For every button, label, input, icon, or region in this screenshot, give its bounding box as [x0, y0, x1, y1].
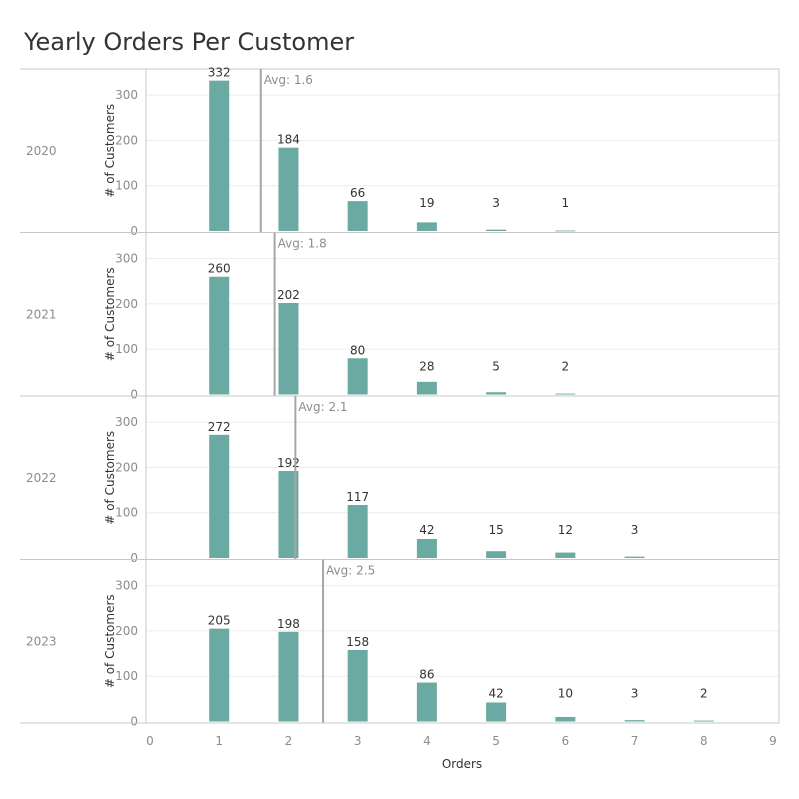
x-tick-label: 8	[700, 734, 708, 748]
x-tick-label: 4	[423, 734, 431, 748]
y-axis-title: # of Customers	[103, 104, 117, 198]
bar-value-label: 3	[631, 687, 639, 701]
bar[interactable]	[416, 381, 437, 395]
bar[interactable]	[693, 720, 714, 722]
y-axis-title: # of Customers	[103, 431, 117, 525]
bar-value-label: 205	[208, 614, 231, 628]
bar[interactable]	[209, 276, 230, 395]
bar[interactable]	[486, 229, 507, 231]
bar-value-label: 28	[419, 360, 434, 374]
bar-value-label: 3	[631, 523, 639, 537]
bar-value-label: 272	[208, 420, 231, 434]
avg-label: Avg: 2.1	[298, 400, 347, 414]
y-tick-label: 200	[115, 624, 138, 638]
bar[interactable]	[278, 147, 299, 231]
avg-label: Avg: 1.8	[278, 237, 327, 251]
avg-label: Avg: 2.5	[326, 564, 375, 578]
bar-value-label: 3	[492, 196, 500, 210]
bar[interactable]	[555, 716, 576, 722]
y-tick-label: 300	[115, 252, 138, 266]
y-tick-label: 100	[115, 179, 138, 193]
bar[interactable]	[416, 682, 437, 722]
chart-title: Yearly Orders Per Customer	[24, 28, 355, 56]
bar[interactable]	[555, 552, 576, 558]
y-tick-label: 300	[115, 88, 138, 102]
x-tick-label: 7	[631, 734, 639, 748]
bar-value-label: 42	[419, 523, 434, 537]
bar-value-label: 5	[492, 360, 500, 374]
bar[interactable]	[624, 556, 645, 558]
bar-value-label: 260	[208, 262, 231, 276]
y-axis-title: # of Customers	[103, 594, 117, 688]
bar[interactable]	[486, 392, 507, 395]
bar[interactable]	[347, 358, 368, 395]
bar-value-label: 192	[277, 456, 300, 470]
bar-value-label: 2	[700, 687, 708, 701]
x-tick-label: 5	[492, 734, 500, 748]
bar-value-label: 19	[419, 196, 434, 210]
x-tick-label: 3	[354, 734, 362, 748]
y-tick-label: 0	[130, 224, 138, 238]
bar-value-label: 1	[562, 196, 570, 210]
bar-value-label: 10	[558, 687, 573, 701]
bar[interactable]	[555, 230, 576, 232]
y-tick-label: 300	[115, 415, 138, 429]
bar-value-label: 80	[350, 343, 365, 357]
bar[interactable]	[555, 393, 576, 395]
bar[interactable]	[347, 649, 368, 722]
bar-value-label: 202	[277, 288, 300, 302]
bar-value-label: 66	[350, 186, 365, 200]
bar[interactable]	[347, 505, 368, 558]
y-tick-label: 0	[130, 388, 138, 402]
bar-value-label: 184	[277, 133, 300, 147]
bar[interactable]	[416, 538, 437, 558]
y-tick-label: 200	[115, 133, 138, 147]
bar[interactable]	[209, 434, 230, 558]
x-tick-label: 9	[769, 734, 777, 748]
bar[interactable]	[278, 303, 299, 395]
y-tick-label: 0	[130, 551, 138, 565]
bar[interactable]	[209, 628, 230, 722]
bar[interactable]	[278, 631, 299, 722]
x-tick-label: 2	[285, 734, 293, 748]
y-tick-label: 0	[130, 715, 138, 729]
bar-value-label: 117	[346, 490, 369, 504]
bar[interactable]	[486, 551, 507, 558]
x-axis-title: Orders	[442, 757, 482, 771]
bar[interactable]	[486, 702, 507, 722]
y-axis-title: # of Customers	[103, 267, 117, 361]
y-tick-label: 100	[115, 506, 138, 520]
bar[interactable]	[347, 201, 368, 231]
y-tick-label: 300	[115, 579, 138, 593]
x-tick-label: 1	[215, 734, 223, 748]
panel-label-2020: 2020	[26, 144, 57, 158]
bar-value-label: 332	[208, 66, 231, 80]
bar[interactable]	[209, 80, 230, 231]
bar-value-label: 12	[558, 523, 573, 537]
panel-label-2023: 2023	[26, 634, 57, 648]
x-tick-label: 0	[146, 734, 154, 748]
bar-value-label: 158	[346, 635, 369, 649]
panel-label-2021: 2021	[26, 307, 57, 321]
panel-label-2022: 2022	[26, 471, 57, 485]
y-tick-label: 100	[115, 669, 138, 683]
bar[interactable]	[624, 720, 645, 722]
bar[interactable]	[416, 222, 437, 231]
bar-value-label: 15	[488, 523, 503, 537]
x-tick-label: 6	[562, 734, 570, 748]
avg-label: Avg: 1.6	[264, 73, 313, 87]
y-tick-label: 200	[115, 460, 138, 474]
bar[interactable]	[278, 471, 299, 558]
y-tick-label: 100	[115, 342, 138, 356]
bar-value-label: 86	[419, 668, 434, 682]
bar-value-label: 2	[562, 360, 570, 374]
bar-value-label: 42	[488, 687, 503, 701]
y-tick-label: 200	[115, 297, 138, 311]
bar-value-label: 198	[277, 617, 300, 631]
